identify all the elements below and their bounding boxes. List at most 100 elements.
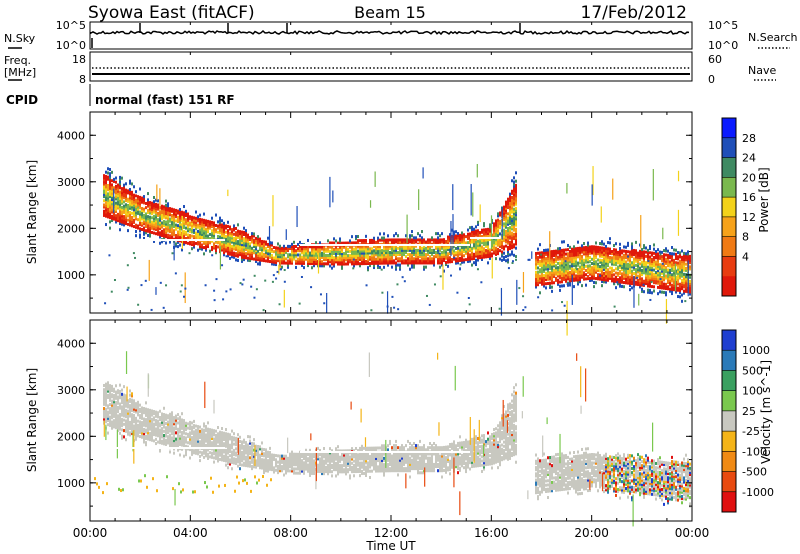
power-cell [481,230,483,234]
power-cell [543,282,545,286]
power-cell [509,194,511,198]
power-cell [665,249,667,253]
power-cell [141,217,143,221]
power-cell [247,235,249,239]
colorbar-frame [721,117,737,297]
power-cell [355,262,357,266]
power-speck [599,274,602,277]
power-cell [557,249,559,253]
power-cell [535,252,537,256]
velocity-cell [147,424,149,428]
power-cell [513,193,515,197]
power-cell [685,256,687,260]
power-cell [459,258,461,262]
power-cell [409,259,411,263]
power-cell [165,203,167,207]
velocity-cell [113,408,115,412]
velocity-cell [117,416,119,420]
velocity-cell [201,434,203,438]
power-cell [151,207,153,211]
power-cell [449,256,451,260]
power-cell [395,253,397,257]
velocity-cell [117,391,119,395]
power-cell [119,182,121,186]
power-cell [215,230,217,234]
power-cell [291,249,293,253]
power-cell [135,223,137,227]
power-cell [127,206,129,210]
power-cell [515,190,517,194]
velocity-cell [181,426,183,430]
power-cell [575,274,577,278]
power-cell [683,272,685,276]
power-cell [363,241,365,245]
power-speck [636,276,639,279]
power-cell [173,222,175,226]
power-cell [379,253,381,257]
power-cell [677,274,679,278]
power-cell [121,189,123,193]
power-cell [209,249,211,253]
velocity-cell [127,403,129,407]
power-cell [555,251,557,255]
power-cell [423,250,425,254]
power-cell [375,240,377,244]
velocity-cell [161,427,163,431]
power-cell [457,255,459,259]
power-cell [399,257,401,261]
power-cell [585,269,587,273]
power-cell [681,249,683,253]
power-cell [355,237,357,241]
velocity-cell [137,404,139,408]
velocity-cell [107,410,109,414]
power-speck [113,279,116,282]
velocity-cell [147,435,149,439]
power-cell [621,259,623,263]
power-cell [321,251,323,255]
power-cell [551,254,553,258]
power-cell [129,202,131,206]
power-cell [501,250,503,254]
power-cell [537,281,539,285]
power-cell [535,285,537,289]
power-speck [253,274,256,277]
power-speck [108,254,111,257]
power-cell [201,247,203,251]
velocity-cell [169,419,171,423]
power-cell [647,269,649,273]
velocity-cell [117,418,119,422]
power-cell [397,240,399,244]
velocity-cell [137,413,139,417]
power-cell [399,244,401,248]
power-cell [583,275,585,279]
power-cell [459,252,461,256]
power-cell [539,259,541,263]
velocity-cell [111,401,113,405]
power-cell [411,230,413,234]
power-cell [587,245,589,249]
power-cell [131,199,133,203]
power-cell [443,257,445,261]
power-cell [379,232,381,236]
power-cell [121,205,123,209]
power-cell [677,255,679,259]
velocity-cell [191,425,193,429]
power-speck [264,279,267,282]
velocity-cell [163,423,165,427]
power-cell [645,250,647,254]
power-cell [645,277,647,281]
power-cell [437,244,439,248]
power-streak [155,287,157,295]
power-cell [609,272,611,276]
power-cell [151,210,153,214]
power-cell [363,262,365,266]
power-cell [511,244,513,248]
power-cell [587,258,589,262]
power-cell [503,245,505,249]
power-cell [637,260,639,264]
power-cell [119,184,121,188]
power-cell [223,226,225,230]
power-cell [319,251,321,255]
power-cell [659,290,661,294]
power-cell [107,213,109,217]
